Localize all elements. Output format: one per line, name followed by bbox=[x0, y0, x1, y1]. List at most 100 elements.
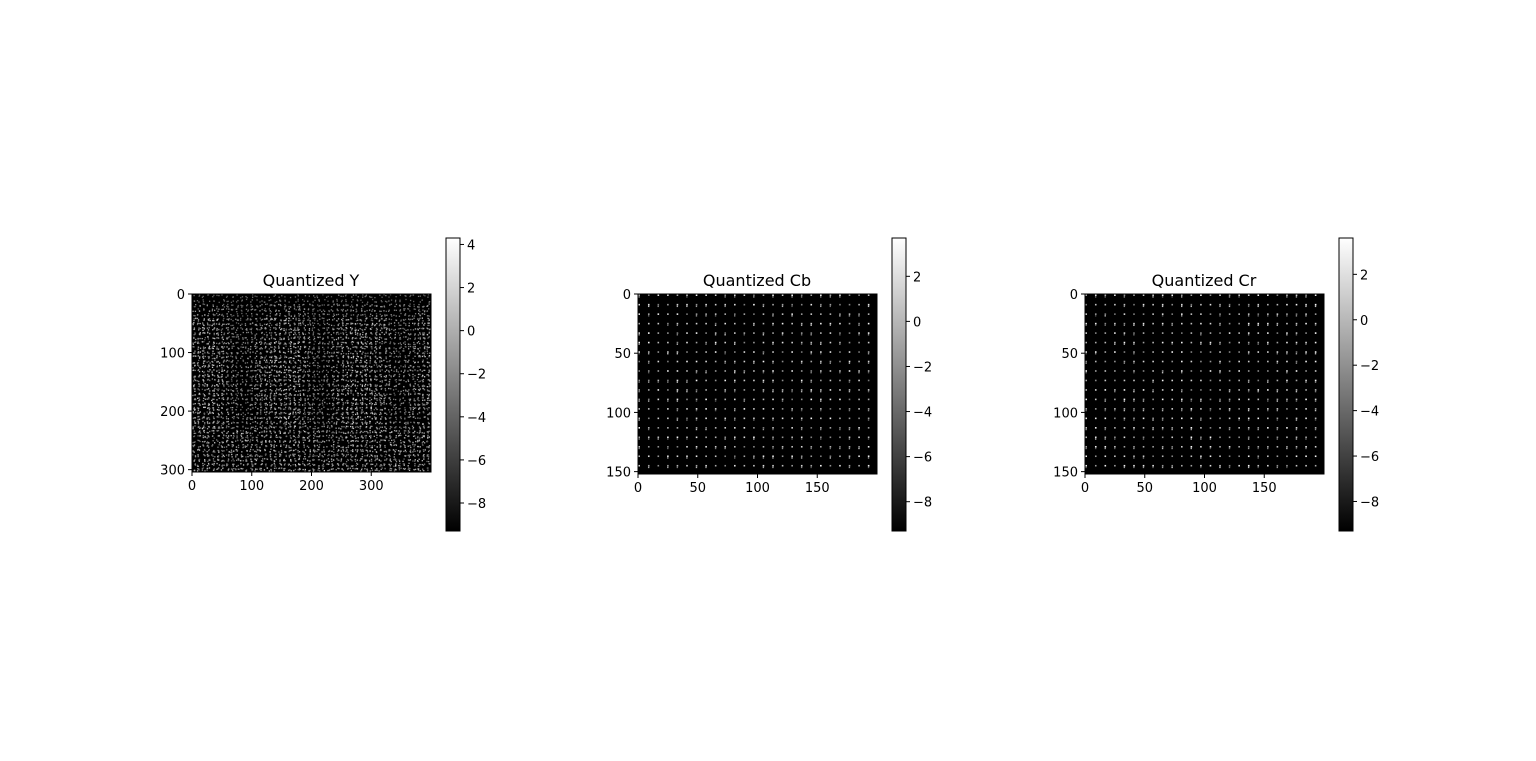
image-pixel bbox=[199, 435, 201, 437]
image-pixel bbox=[418, 385, 420, 388]
image-pixel bbox=[369, 427, 371, 429]
image-pixel bbox=[319, 409, 321, 411]
image-pixel bbox=[259, 369, 261, 371]
image-pixel bbox=[280, 320, 282, 322]
image-pixel bbox=[349, 326, 352, 329]
image-pixel bbox=[414, 403, 416, 405]
image-pixel bbox=[300, 346, 302, 348]
image-pixel bbox=[279, 343, 281, 345]
image-pixel bbox=[347, 365, 350, 367]
image-pixel bbox=[429, 328, 431, 330]
image-pixel bbox=[423, 353, 426, 355]
image-pixel bbox=[197, 423, 200, 425]
image-pixel bbox=[389, 351, 391, 354]
image-pixel bbox=[299, 319, 301, 321]
image-pixel bbox=[247, 309, 249, 311]
image-pixel bbox=[316, 295, 318, 297]
image-pixel bbox=[402, 366, 405, 368]
image-pixel bbox=[338, 437, 340, 439]
image-pixel bbox=[350, 385, 352, 388]
image-pixel bbox=[336, 308, 338, 310]
image-pixel bbox=[354, 350, 357, 352]
image-pixel bbox=[350, 356, 353, 359]
image-pixel bbox=[288, 394, 290, 396]
image-pixel bbox=[404, 394, 406, 396]
image-pixel bbox=[302, 341, 305, 343]
image-pixel bbox=[318, 371, 321, 373]
image-pixel bbox=[222, 343, 225, 345]
image-pixel bbox=[208, 393, 210, 395]
image-pixel bbox=[307, 353, 309, 355]
image-pixel bbox=[364, 394, 367, 396]
image-pixel bbox=[260, 338, 262, 340]
image-pixel bbox=[421, 352, 424, 354]
image-pixel bbox=[247, 370, 249, 372]
image-pixel bbox=[422, 327, 424, 329]
image-pixel bbox=[213, 437, 215, 439]
image-pixel bbox=[264, 389, 266, 391]
image-pixel bbox=[284, 401, 286, 404]
image-pixel bbox=[409, 413, 411, 416]
image-pixel bbox=[199, 331, 201, 334]
image-pixel bbox=[383, 439, 385, 441]
image-pixel bbox=[364, 374, 366, 377]
image-pixel bbox=[402, 318, 405, 321]
image-pixel bbox=[295, 309, 297, 311]
image-pixel bbox=[278, 417, 280, 419]
image-pixel bbox=[240, 404, 242, 406]
image-pixel bbox=[427, 409, 429, 411]
image-pixel bbox=[359, 416, 362, 418]
image-pixel bbox=[350, 434, 352, 437]
image-pixel bbox=[282, 364, 285, 367]
image-pixel bbox=[369, 337, 371, 339]
image-pixel bbox=[274, 407, 276, 409]
image-pixel bbox=[369, 315, 371, 318]
image-pixel bbox=[317, 367, 319, 369]
image-pixel bbox=[259, 323, 261, 325]
image-pixel bbox=[319, 305, 321, 307]
image-pixel bbox=[385, 327, 387, 329]
image-pixel bbox=[379, 421, 381, 424]
image-pixel bbox=[398, 379, 400, 381]
image-pixel bbox=[217, 334, 219, 336]
image-pixel bbox=[427, 413, 429, 416]
image-pixel bbox=[288, 371, 290, 373]
image-pixel bbox=[208, 333, 211, 335]
image-pixel bbox=[386, 314, 388, 316]
image-pixel bbox=[227, 411, 229, 413]
image-pixel bbox=[249, 384, 251, 387]
image-pixel bbox=[235, 376, 237, 378]
image-pixel bbox=[357, 426, 359, 428]
image-pixel bbox=[285, 322, 287, 324]
image-pixel bbox=[203, 366, 206, 368]
image-pixel bbox=[201, 315, 203, 317]
image-pixel bbox=[237, 319, 239, 321]
image-pixel bbox=[268, 371, 270, 374]
image-pixel bbox=[303, 409, 305, 411]
image-pixel bbox=[316, 431, 318, 433]
image-pixel bbox=[221, 383, 224, 385]
image-pixel bbox=[265, 408, 268, 410]
image-pixel bbox=[374, 392, 377, 395]
image-pixel bbox=[293, 422, 295, 424]
image-pixel bbox=[357, 394, 359, 396]
image-pixel bbox=[407, 380, 410, 382]
image-pixel bbox=[424, 369, 426, 371]
image-pixel bbox=[287, 348, 290, 350]
image-pixel bbox=[270, 337, 273, 340]
image-pixel bbox=[381, 430, 383, 433]
image-pixel bbox=[221, 431, 223, 434]
image-pixel bbox=[207, 407, 209, 409]
image-pixel bbox=[192, 411, 194, 413]
image-pixel bbox=[226, 313, 228, 315]
image-pixel bbox=[194, 390, 196, 392]
image-pixel bbox=[197, 420, 199, 422]
image-pixel bbox=[290, 408, 292, 411]
image-pixel bbox=[276, 370, 278, 372]
image-pixel bbox=[309, 322, 311, 324]
image-pixel bbox=[367, 352, 369, 354]
image-pixel bbox=[288, 320, 290, 322]
image-pixel bbox=[416, 342, 419, 344]
image-pixel bbox=[317, 412, 319, 414]
image-pixel bbox=[388, 347, 391, 349]
